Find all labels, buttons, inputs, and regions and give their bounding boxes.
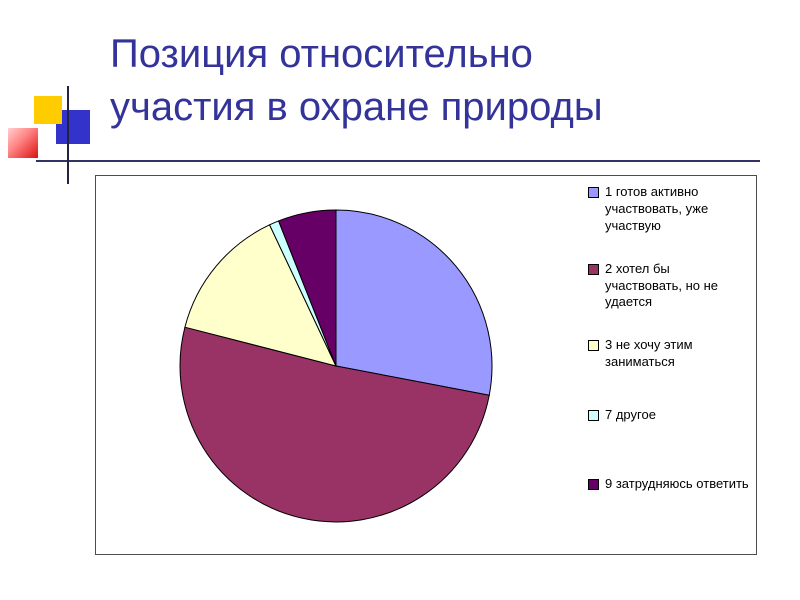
legend-marker	[588, 263, 599, 275]
decor-yellow-square	[34, 96, 62, 124]
legend-item: 9 затрудняюсь ответить	[588, 476, 750, 493]
legend-marker	[588, 410, 599, 422]
decor-red-square	[8, 128, 38, 158]
pie-chart	[179, 209, 493, 523]
legend-label: 2 хотел бы участвовать, но не удается	[605, 260, 719, 310]
legend-label: 3 не хочу этим заниматься	[605, 337, 693, 370]
pie-slice-1	[335, 209, 493, 396]
legend-label: 9 затрудняюсь ответить	[605, 476, 749, 492]
slide-title-line1: Позиция относительно	[110, 32, 533, 76]
legend-item: 7 другое	[588, 407, 750, 424]
legend-marker	[588, 187, 599, 198]
pie-slice-5	[277, 209, 337, 367]
legend-marker	[588, 340, 599, 352]
decor-title-underline	[36, 160, 760, 162]
legend-item: 1 готов активно участвовать, уже участву…	[588, 184, 750, 235]
chart-legend: 1 готов активно участвовать, уже участву…	[588, 184, 750, 493]
pie-slice-3	[184, 224, 337, 367]
legend-label: 1 готов активно участвовать, уже участву…	[605, 184, 709, 233]
legend-label: 7 другое	[605, 407, 656, 423]
slide-title-line2: участия в охране природы	[110, 84, 603, 129]
chart-area: 1 готов активно участвовать, уже участву…	[95, 175, 757, 555]
legend-marker	[588, 479, 599, 491]
slide-title: Позиция относительно участия в охране пр…	[110, 28, 750, 134]
legend-item: 3 не хочу этим заниматься	[588, 337, 750, 371]
pie-slice-2	[179, 326, 490, 523]
legend-item: 2 хотел бы участвовать, но не удается	[588, 261, 750, 312]
decor-vertical-line	[67, 86, 69, 184]
